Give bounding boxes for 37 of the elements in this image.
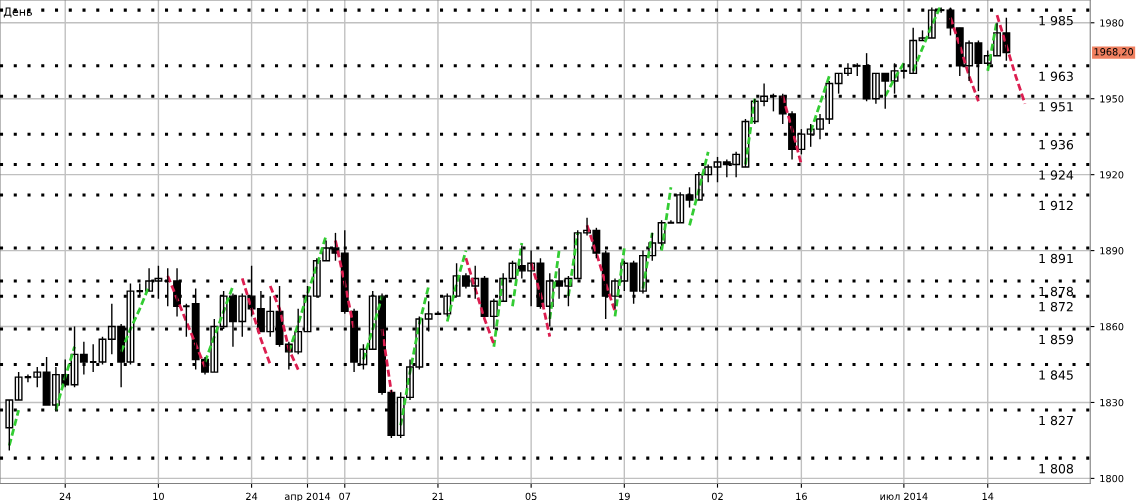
x-tick-label: 21	[432, 492, 444, 500]
x-tick-label: 07	[339, 492, 351, 501]
candlestick	[14, 371, 23, 401]
ref-line-label: 1 963	[1039, 71, 1073, 82]
ref-line-label: 1 936	[1039, 139, 1074, 150]
x-tick-label: 24	[246, 492, 258, 500]
y-tick-label: 1800	[1100, 474, 1124, 483]
x-tick-label: 16	[796, 492, 807, 501]
ref-line-label: 1 924	[1039, 170, 1074, 180]
ref-line-label: 1 808	[1039, 463, 1074, 474]
x-tick-label: 14	[982, 492, 994, 500]
x-tick-label: 05	[525, 492, 537, 501]
y-tick-label: 1860	[1100, 323, 1124, 331]
text: 1968,20	[1094, 48, 1134, 57]
x-tick-label: июл 2014	[880, 492, 928, 501]
candlestick	[33, 366, 42, 388]
ref-line-label: 1 827	[1039, 415, 1073, 426]
x-tick-label: 24	[59, 492, 71, 500]
ref-line-label: 1 872	[1039, 301, 1073, 312]
y-tick-label: 1950	[1100, 95, 1124, 103]
ref-line-label: 1 951	[1039, 101, 1073, 112]
ref-line-label: 1 859	[1039, 334, 1073, 345]
x-tick-label: 10	[153, 492, 164, 501]
x-tick-label: 19	[619, 492, 630, 501]
ref-line-label: 1 891	[1039, 253, 1073, 264]
ref-line-label: 1 845	[1039, 370, 1073, 380]
ref-line-label: 1 912	[1039, 200, 1073, 211]
text: День	[3, 7, 32, 18]
ref-line-label: 1 985	[1039, 15, 1073, 26]
y-tick-label: 1890	[1100, 247, 1124, 255]
ref-line-label: 1 878	[1039, 286, 1074, 297]
x-tick-label: апр 2014	[284, 492, 331, 501]
x-tick-label: 02	[711, 492, 723, 501]
line-series	[268, 284, 300, 371]
y-tick-label: 1830	[1100, 398, 1124, 407]
y-tick-label: 1980	[1100, 19, 1124, 27]
y-tick-label: 1920	[1100, 171, 1124, 179]
